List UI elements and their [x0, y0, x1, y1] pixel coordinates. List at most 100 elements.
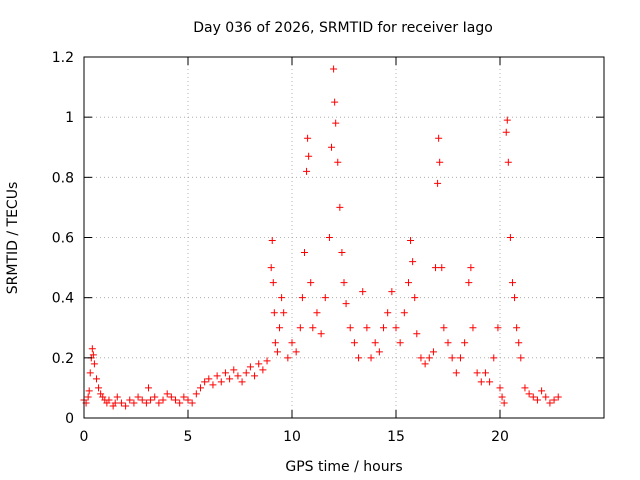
data-point	[340, 279, 348, 287]
data-point	[469, 324, 477, 332]
data-point	[130, 399, 138, 407]
ticks-layer: 0 0.2 0.4 0.6 0.8 1 1.2 0 5 10 15 20	[52, 50, 604, 445]
x-tick-label: 0	[80, 429, 89, 445]
data-point	[105, 396, 113, 404]
data-point	[417, 354, 425, 362]
data-point	[538, 387, 546, 395]
data-point	[409, 258, 417, 266]
data-point	[506, 234, 514, 241]
data-point	[554, 393, 562, 401]
data-point	[86, 369, 94, 377]
data-point	[292, 348, 300, 356]
data-point	[192, 390, 200, 398]
data-point	[167, 393, 175, 401]
data-point	[425, 354, 433, 362]
data-point	[546, 399, 554, 407]
data-point	[113, 393, 121, 401]
data-point	[404, 279, 412, 287]
data-point	[461, 339, 469, 347]
data-point	[473, 369, 481, 377]
data-point	[122, 402, 130, 410]
data-point	[317, 330, 325, 338]
data-point	[213, 372, 221, 380]
data-point	[180, 393, 188, 401]
data-point	[367, 354, 375, 362]
data-points-layer	[80, 65, 562, 410]
data-point	[396, 339, 404, 347]
data-point	[172, 396, 180, 404]
data-point	[346, 324, 354, 332]
data-point	[269, 279, 277, 287]
data-point	[429, 348, 437, 356]
y-tick-label: 0	[65, 411, 74, 427]
data-point	[284, 354, 292, 362]
grid-layer	[84, 57, 604, 418]
data-point	[246, 363, 254, 371]
data-point	[542, 393, 550, 401]
data-point	[300, 249, 308, 257]
data-point	[486, 378, 494, 386]
data-point	[184, 396, 192, 404]
data-point	[92, 375, 100, 383]
data-point	[440, 324, 448, 332]
data-point	[331, 98, 339, 106]
data-point	[296, 324, 304, 332]
data-point	[371, 339, 379, 347]
data-point	[477, 378, 485, 386]
data-point	[332, 119, 340, 127]
x-tick-label: 10	[283, 429, 301, 445]
data-point	[375, 348, 383, 356]
data-point	[142, 399, 150, 407]
data-point	[350, 339, 358, 347]
data-point	[388, 288, 396, 296]
data-point	[89, 351, 97, 359]
data-point	[481, 369, 489, 377]
data-point	[444, 339, 452, 347]
y-axis-label: SRMTID / TECUs	[5, 182, 21, 295]
data-point	[313, 309, 321, 317]
data-point	[273, 348, 281, 356]
data-point	[355, 354, 363, 362]
data-point	[436, 158, 444, 166]
y-tick-label: 1.2	[52, 50, 74, 66]
data-point	[511, 294, 519, 302]
data-point	[126, 396, 134, 404]
y-tick-label: 0.6	[52, 231, 74, 247]
data-point	[147, 396, 155, 404]
data-point	[467, 264, 475, 272]
data-point	[159, 396, 167, 404]
x-tick-label: 15	[387, 429, 405, 445]
data-point	[421, 360, 429, 368]
data-point	[380, 324, 388, 332]
data-point	[407, 237, 415, 245]
data-point	[144, 384, 152, 392]
data-point	[500, 399, 508, 407]
data-point	[309, 324, 317, 332]
data-point	[435, 134, 443, 142]
data-point	[226, 375, 234, 383]
data-point	[336, 203, 344, 211]
data-point	[259, 366, 267, 374]
y-tick-label: 0.2	[52, 351, 74, 367]
y-tick-label: 0.8	[52, 170, 74, 186]
data-point	[276, 324, 284, 332]
data-point	[307, 279, 315, 287]
data-point	[288, 339, 296, 347]
data-point	[196, 384, 204, 392]
data-point	[304, 134, 312, 142]
data-point	[400, 309, 408, 317]
data-point	[533, 396, 541, 404]
data-point	[234, 372, 242, 380]
data-point	[134, 393, 142, 401]
data-point	[392, 324, 400, 332]
data-point	[238, 378, 246, 386]
data-point	[338, 249, 346, 257]
data-point	[529, 393, 537, 401]
data-point	[188, 399, 196, 407]
data-point	[278, 294, 286, 302]
data-point	[263, 357, 271, 365]
data-point	[363, 324, 371, 332]
data-point	[242, 369, 250, 377]
